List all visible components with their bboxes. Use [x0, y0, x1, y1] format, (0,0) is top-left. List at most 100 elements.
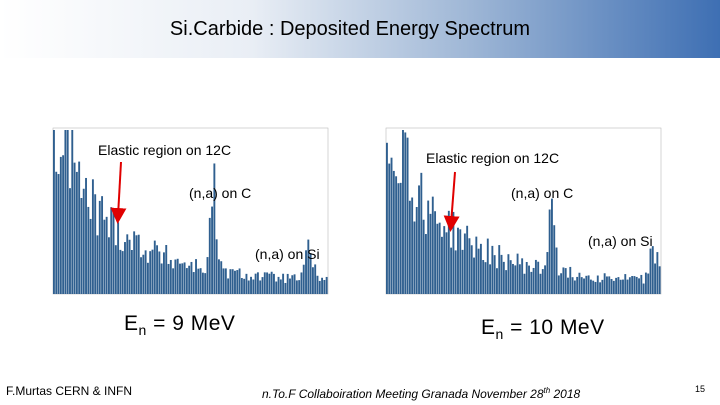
spectrum-bar — [236, 270, 239, 294]
spectrum-bar — [551, 198, 553, 294]
spectrum-bar — [62, 155, 65, 294]
right-spectrum-plot — [378, 124, 663, 296]
spectrum-bar — [388, 163, 391, 294]
spectrum-bar — [500, 254, 503, 294]
spectrum-bar — [311, 267, 314, 294]
spectrum-bar — [521, 258, 524, 294]
spectrum-bar — [610, 279, 613, 294]
spectrum-bar — [612, 280, 615, 294]
spectrum-bar — [295, 280, 298, 294]
spectrum-bar — [569, 266, 572, 294]
spectrum-bar — [658, 266, 661, 294]
spectrum-bar — [277, 276, 280, 294]
spectrum-bar — [544, 265, 547, 294]
spectrum-bar — [117, 222, 120, 294]
spectrum-bar — [59, 156, 62, 294]
spectrum-bar — [628, 277, 631, 294]
spectrum-bar — [245, 273, 248, 294]
spectrum-bar — [475, 236, 478, 294]
spectrum-bar — [486, 238, 489, 294]
spectrum-bar — [624, 274, 627, 294]
left-na-c-label: (n,a) on C — [189, 185, 252, 201]
spectrum-bar — [263, 272, 266, 294]
spectrum-bar — [199, 268, 202, 294]
spectrum-bar — [399, 182, 402, 294]
spectrum-bar — [261, 277, 264, 294]
spectrum-bar — [594, 281, 597, 294]
spectrum-bar — [114, 245, 117, 294]
spectrum-bar — [564, 268, 567, 294]
spectrum-bar — [473, 257, 475, 294]
spectrum-bar — [190, 261, 193, 294]
spectrum-bar — [450, 247, 453, 294]
spectrum-bar — [289, 278, 291, 294]
spectrum-bar — [386, 142, 388, 294]
spectrum-bar — [282, 273, 285, 294]
spectrum-bar — [507, 254, 510, 294]
spectrum-bar — [617, 277, 620, 294]
spectrum-bar — [502, 261, 505, 294]
spectrum-bar — [477, 248, 480, 294]
spectrum-bar — [110, 207, 113, 294]
spectrum-bar — [250, 276, 252, 294]
spectrum-bar — [415, 207, 418, 294]
spectrum-bar — [441, 236, 443, 294]
spectrum-bar — [587, 275, 590, 294]
spectrum-bar — [126, 234, 129, 294]
spectrum-bar — [227, 278, 230, 294]
spectrum-bar — [479, 243, 482, 294]
spectrum-bar — [183, 262, 186, 294]
spectrum-bar — [395, 176, 398, 294]
spectrum-bar — [585, 275, 588, 294]
left-spectrum-svg — [52, 127, 329, 295]
spectrum-bar — [599, 282, 602, 294]
left-spectrum-plot — [45, 124, 330, 296]
spectrum-bar — [300, 272, 303, 294]
footer-meeting: n.To.F Collaboiration Meeting Granada No… — [262, 386, 581, 401]
spectrum-bar — [121, 251, 124, 294]
spectrum-bar — [112, 209, 115, 294]
spectrum-bar — [254, 273, 257, 294]
spectrum-bar — [576, 276, 579, 294]
spectrum-bar — [309, 253, 312, 294]
spectrum-bar — [541, 269, 544, 294]
spectrum-bar — [75, 171, 78, 294]
spectrum-bar — [215, 239, 218, 294]
spectrum-bar — [222, 268, 225, 294]
spectrum-bar — [434, 211, 437, 294]
spectrum-bar — [452, 211, 455, 294]
spectrum-bar — [101, 196, 104, 294]
spectrum-bar — [208, 217, 211, 294]
spectrum-bar — [57, 174, 60, 294]
spectrum-bar — [130, 250, 133, 294]
spectrum-bar — [592, 280, 595, 294]
spectrum-bar — [160, 263, 163, 294]
spectrum-bar — [133, 231, 136, 294]
left-elastic-label: Elastic region on 12C — [98, 142, 232, 158]
spectrum-bar — [158, 251, 161, 294]
spectrum-bar — [562, 267, 565, 294]
spectrum-bar — [622, 279, 624, 294]
spectrum-bar — [656, 252, 659, 294]
spectrum-bar — [454, 250, 457, 294]
spectrum-bar — [546, 252, 549, 294]
spectrum-bar — [256, 272, 259, 294]
spectrum-bar — [316, 275, 319, 294]
spectrum-bar — [525, 261, 528, 294]
spectrum-bar — [218, 259, 220, 294]
spectrum-bar — [505, 270, 508, 294]
spectrum-bar — [509, 260, 512, 294]
right-na-si-label: (n,a) on Si — [588, 233, 653, 249]
spectrum-bar — [397, 183, 400, 294]
spectrum-bar — [468, 238, 471, 294]
spectrum-bar — [268, 273, 271, 294]
spectrum-bar — [169, 259, 172, 294]
spectrum-bar — [443, 226, 446, 294]
spectrum-bar — [73, 162, 76, 294]
spectrum-bar — [516, 253, 519, 294]
spectrum-bar — [135, 235, 138, 294]
spectrum-bar — [229, 269, 232, 294]
spectrum-bar — [420, 172, 423, 294]
spectrum-bar — [493, 255, 496, 294]
spectrum-bar — [53, 130, 55, 294]
